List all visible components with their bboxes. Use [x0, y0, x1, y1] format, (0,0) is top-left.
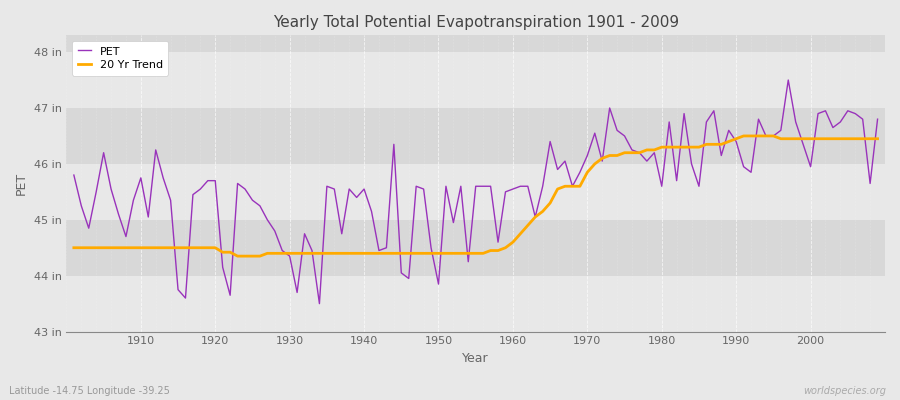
PET	[314, 301, 325, 306]
PET	[783, 78, 794, 82]
Bar	[67, 108, 885, 164]
Bar	[67, 0, 885, 52]
20 Yr Trend	[515, 231, 526, 236]
PET	[292, 290, 302, 295]
X-axis label: Year: Year	[463, 352, 489, 365]
PET	[68, 173, 79, 178]
PET	[515, 184, 526, 189]
Legend: PET, 20 Yr Trend: PET, 20 Yr Trend	[72, 41, 168, 76]
Bar	[67, 276, 885, 332]
20 Yr Trend	[299, 251, 310, 256]
PET	[128, 198, 139, 203]
PET	[604, 106, 615, 110]
20 Yr Trend	[738, 134, 749, 138]
Title: Yearly Total Potential Evapotranspiration 1901 - 2009: Yearly Total Potential Evapotranspiratio…	[273, 15, 679, 30]
20 Yr Trend	[128, 245, 139, 250]
Line: PET: PET	[74, 80, 878, 304]
Text: worldspecies.org: worldspecies.org	[804, 386, 886, 396]
PET	[344, 187, 355, 192]
Line: 20 Yr Trend: 20 Yr Trend	[74, 136, 878, 256]
PET	[872, 117, 883, 122]
20 Yr Trend	[232, 254, 243, 258]
Bar	[67, 220, 885, 276]
20 Yr Trend	[604, 153, 615, 158]
PET	[508, 187, 518, 192]
Bar	[67, 164, 885, 220]
Bar	[67, 52, 885, 108]
20 Yr Trend	[68, 245, 79, 250]
20 Yr Trend	[508, 240, 518, 244]
Y-axis label: PET: PET	[15, 172, 28, 195]
20 Yr Trend	[872, 136, 883, 141]
20 Yr Trend	[344, 251, 355, 256]
Text: Latitude -14.75 Longitude -39.25: Latitude -14.75 Longitude -39.25	[9, 386, 170, 396]
